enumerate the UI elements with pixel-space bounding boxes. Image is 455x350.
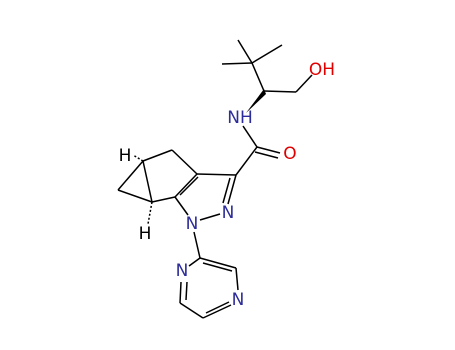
- atom-label: OH: [309, 60, 335, 80]
- atom-label: N: [232, 290, 245, 310]
- atom-label: N: [176, 261, 189, 281]
- atom-label: O: [283, 144, 296, 164]
- labels: OH NH O N N N N H H: [119, 60, 335, 310]
- atom-label: N: [222, 203, 235, 223]
- bonds: [117, 39, 313, 319]
- atom-label: N: [186, 214, 199, 234]
- atom-label: H: [119, 146, 132, 166]
- wedge: [246, 89, 266, 113]
- atom-label: NH: [227, 108, 253, 128]
- atom-label: H: [139, 224, 152, 244]
